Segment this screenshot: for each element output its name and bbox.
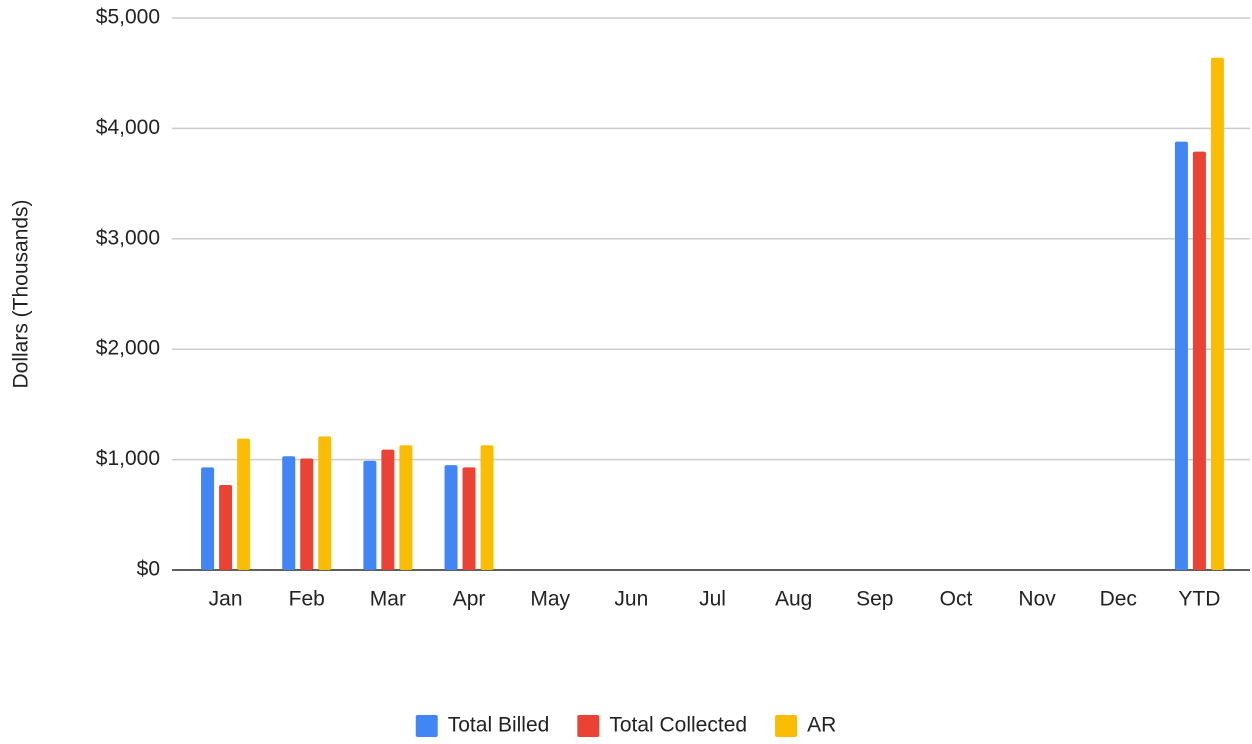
x-tick-label: Feb (289, 588, 325, 611)
y-tick-label: $0 (137, 558, 160, 581)
bar (201, 467, 215, 570)
legend-label: Total Collected (609, 714, 747, 737)
x-tick-label: YTD (1178, 588, 1220, 611)
legend-swatch (415, 715, 438, 737)
x-tick-label: Apr (453, 588, 486, 611)
legend-label: AR (807, 714, 836, 737)
x-tick-label: Mar (370, 588, 406, 611)
bar (363, 460, 377, 570)
bar (300, 458, 314, 570)
bar (1210, 57, 1224, 570)
y-tick-label: $2,000 (96, 337, 160, 360)
y-tick-label: $4,000 (96, 116, 160, 139)
bar (444, 465, 458, 570)
bar (399, 445, 413, 570)
y-axis-label: Dollars (Thousands) (10, 199, 33, 388)
bar (1192, 151, 1206, 571)
bar (237, 438, 251, 570)
y-tick-label: $3,000 (96, 226, 160, 249)
y-tick-label: $1,000 (96, 447, 160, 470)
x-tick-label: Aug (775, 588, 812, 611)
bar (318, 436, 332, 570)
x-tick-label: Jan (209, 588, 243, 611)
bar (480, 445, 494, 570)
bar (462, 467, 476, 570)
legend-label: Total Billed (448, 714, 550, 737)
bar (282, 456, 296, 570)
bar (219, 484, 233, 570)
x-tick-label: May (530, 588, 570, 611)
legend-swatch (775, 715, 798, 737)
x-tick-label: Oct (940, 588, 973, 611)
bar (381, 449, 395, 570)
x-tick-label: Jun (614, 588, 648, 611)
x-tick-label: Jul (699, 588, 726, 611)
x-tick-label: Dec (1100, 588, 1137, 611)
bar (1174, 141, 1188, 570)
legend-swatch (577, 715, 600, 737)
x-tick-label: Sep (856, 588, 893, 611)
y-tick-label: $5,000 (96, 6, 160, 29)
x-tick-label: Nov (1018, 588, 1056, 611)
